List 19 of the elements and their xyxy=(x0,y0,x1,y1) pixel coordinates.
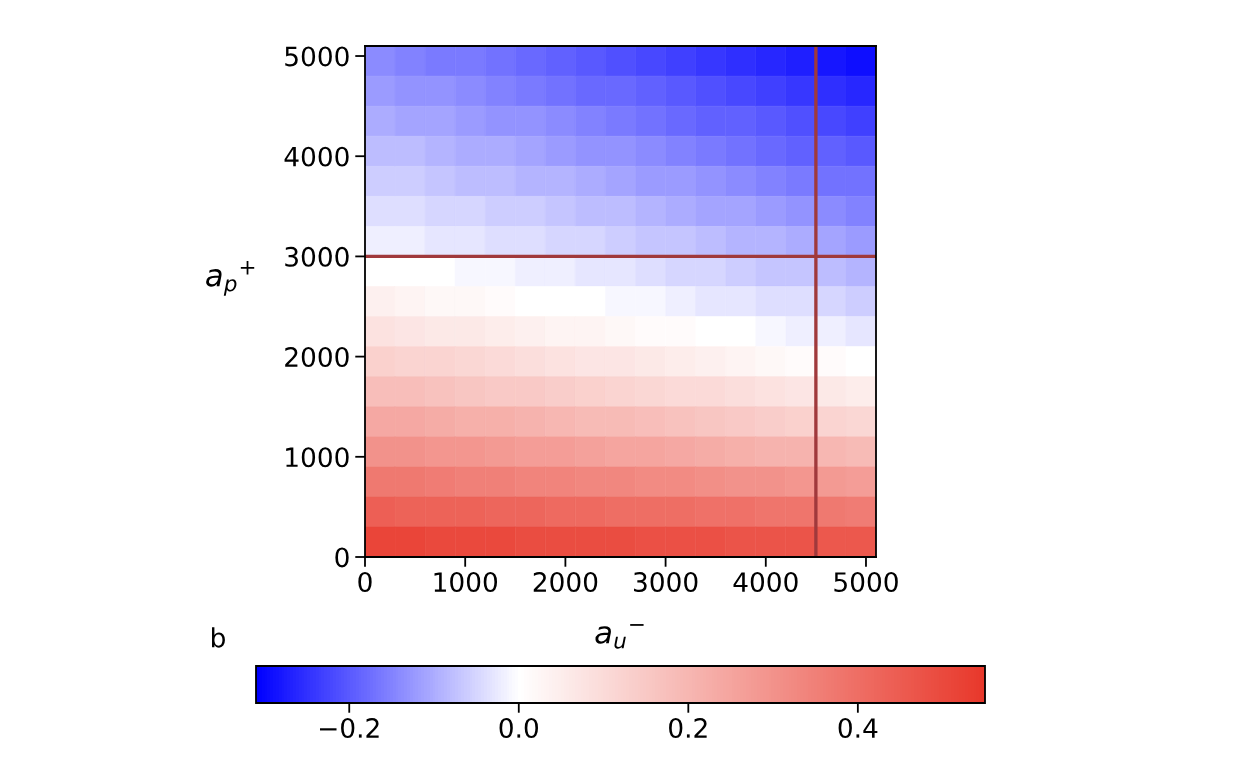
y-tick-label: 5000 xyxy=(285,46,349,67)
x-axis-title: a$_{u}$$^{−}$ xyxy=(595,624,644,649)
color-bar-label: 0.2 xyxy=(669,718,707,739)
y-tick-label: 2000 xyxy=(285,347,349,368)
x-tick-label: 1000 xyxy=(434,572,498,593)
x-tick-label: 3000 xyxy=(634,572,698,593)
y-axis-title: a$_{p}$$^{+}$ xyxy=(206,261,255,296)
text: b xyxy=(212,627,225,648)
color-bar-label: 0.4 xyxy=(838,718,878,739)
x-tick-label: 5000 xyxy=(834,572,898,593)
x-tick-label: 2000 xyxy=(533,572,598,593)
y-tick-label: 0 xyxy=(335,547,349,568)
y-tick-label: 1000 xyxy=(286,447,349,468)
y-tick-label: 3000 xyxy=(285,246,349,267)
color-bar-label: −0.2 xyxy=(320,718,379,739)
color-bar-label: 0.0 xyxy=(499,718,539,739)
y-tick-label: 4000 xyxy=(284,146,349,167)
x-tick-label: 4000 xyxy=(733,572,798,593)
x-tick-label: 0 xyxy=(358,572,372,593)
